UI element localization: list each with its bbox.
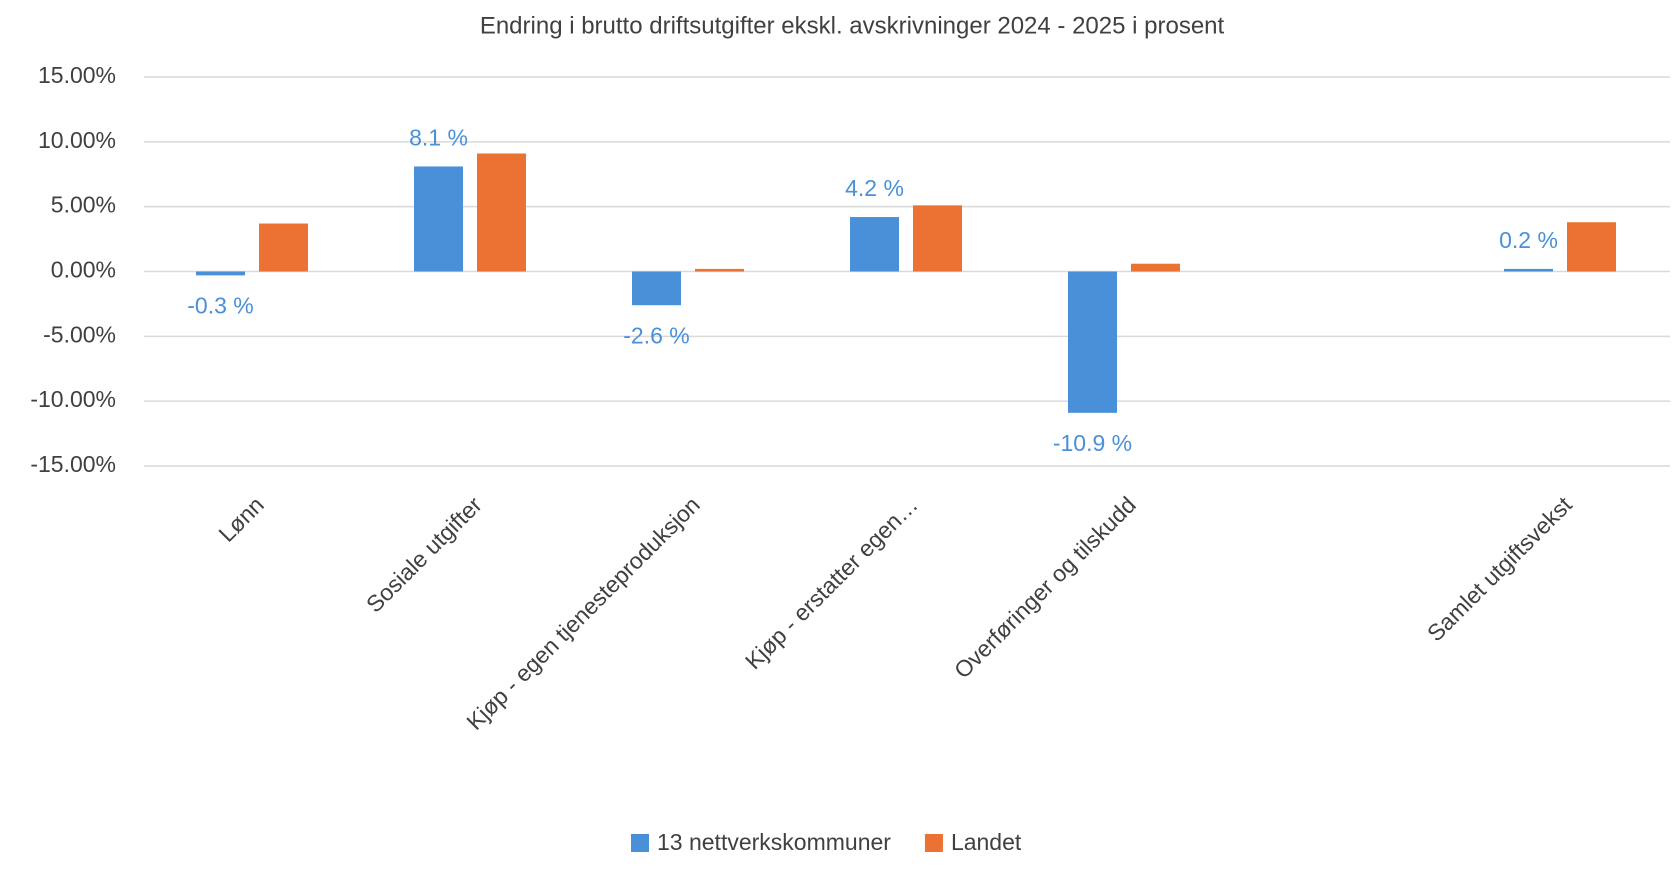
x-tick-label: Kjøp - egen tjenesteproduksjon	[461, 491, 705, 735]
data-label: 0.2 %	[1499, 227, 1558, 253]
y-tick-label: 15.00%	[38, 62, 116, 88]
y-tick-label: -10.00%	[30, 386, 116, 412]
bar	[259, 223, 308, 272]
data-label: -2.6 %	[623, 322, 689, 348]
data-label: 4.2 %	[845, 175, 904, 201]
bar	[850, 217, 899, 272]
bar	[477, 153, 526, 272]
bar	[913, 205, 962, 272]
bar	[196, 271, 245, 276]
data-label: -0.3 %	[187, 292, 253, 318]
legend-swatch	[631, 834, 649, 852]
x-tick-label: Kjøp - erstatter egen…	[740, 491, 923, 674]
legend-label: 13 nettverkskommuner	[657, 829, 891, 855]
y-tick-label: -5.00%	[43, 321, 116, 347]
y-tick-label: 5.00%	[51, 192, 116, 218]
legend-swatch	[924, 834, 943, 852]
bar	[695, 268, 744, 272]
x-tick-label: Samlet utgiftsvekst	[1422, 491, 1577, 646]
bar	[1567, 222, 1616, 272]
bar	[1068, 271, 1117, 413]
x-tick-label: Lønn	[213, 491, 268, 546]
x-tick-label: Sosiale utgifter	[361, 491, 487, 617]
data-label: -10.9 %	[1053, 430, 1132, 456]
chart-title: Endring i brutto driftsutgifter ekskl. a…	[480, 12, 1225, 39]
y-tick-label: 10.00%	[38, 127, 116, 153]
x-tick-label: Overføringer og tilskudd	[949, 491, 1141, 683]
data-label: 8.1 %	[409, 125, 468, 151]
bar	[1131, 263, 1180, 272]
legend-label: Landet	[951, 829, 1022, 855]
bar	[414, 166, 463, 272]
bar	[1504, 268, 1553, 272]
y-tick-label: 0.00%	[51, 257, 116, 283]
y-tick-label: -15.00%	[30, 451, 116, 477]
bar	[632, 271, 681, 306]
